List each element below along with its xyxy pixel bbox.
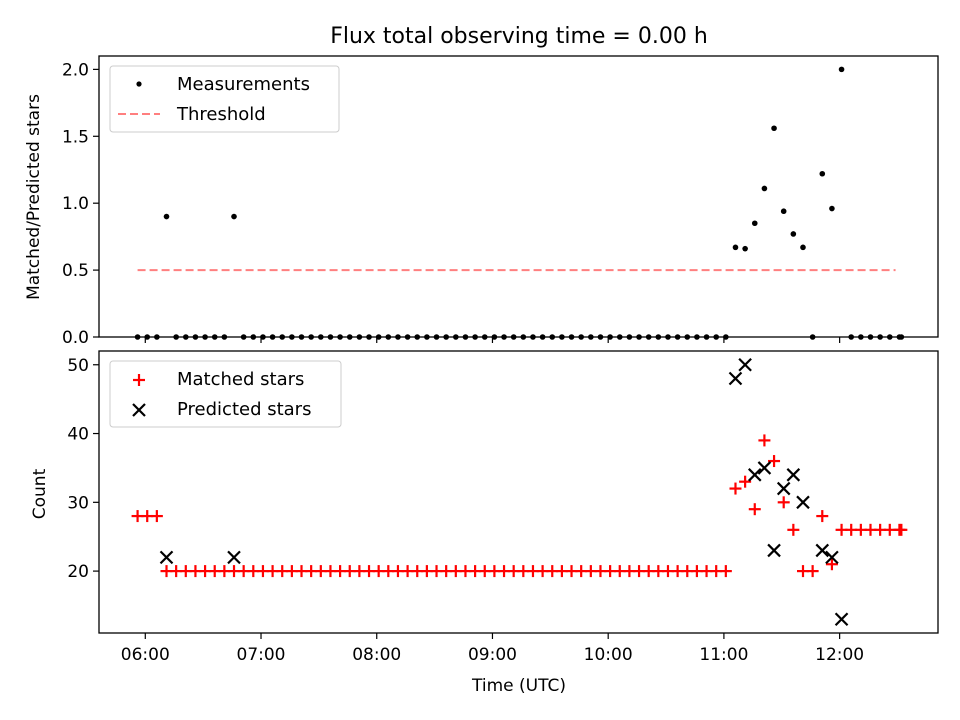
matched-point <box>739 475 752 488</box>
predicted-point <box>776 481 791 496</box>
bottom-y-axis: 20 30 40 50 <box>67 356 99 582</box>
measurement-point <box>790 231 797 237</box>
top-plot-frame <box>98 55 939 338</box>
matched-series <box>131 434 908 578</box>
bottom-panel: 20 30 40 50 06:00 07:00 08:00 09:00 10:00 11:00 1… <box>30 350 939 696</box>
measurement-point <box>771 125 777 132</box>
matched-point <box>768 455 781 468</box>
matched-point <box>816 510 829 523</box>
bottom-plot-frame <box>98 350 939 634</box>
bottom-y-tick-label: 20 <box>67 562 89 582</box>
matched-point <box>787 523 800 536</box>
predicted-point <box>767 543 781 558</box>
top-y-axis: 0.0 0.5 1.0 1.5 2.0 <box>62 60 99 348</box>
top-y-tick-label: 1.5 <box>62 127 89 147</box>
matched-point <box>150 510 163 523</box>
bottom-y-tick-label: 30 <box>67 493 89 513</box>
x-axis-label: Time (UTC) <box>471 676 566 696</box>
legend-matched-label: Matched stars <box>177 369 304 390</box>
predicted-point <box>728 371 743 386</box>
top-legend-box <box>109 65 340 133</box>
predicted-point <box>786 468 801 482</box>
bottom-y-axis-label: Count <box>30 468 50 519</box>
measurement-point <box>838 66 845 73</box>
predicted-point <box>834 612 849 627</box>
legend-measurement-marker <box>136 81 142 87</box>
matched-point <box>748 503 761 516</box>
bottom-x-tick-label: 07:00 <box>237 645 286 665</box>
top-y-tick-label: 2.0 <box>62 60 89 80</box>
top-y-tick-label: 1.0 <box>62 194 89 214</box>
predicted-point <box>796 495 810 510</box>
top-panel: 0.00.51.01.52.0 Matched/Predicted stars … <box>24 55 939 348</box>
matched-point <box>758 434 771 447</box>
predicted-point <box>227 550 241 565</box>
top-y-tick-label: 0.0 <box>62 328 89 348</box>
legend-predicted-label: Predicted stars <box>177 399 311 420</box>
legend-predicted-marker <box>132 403 146 417</box>
measurement-point <box>819 170 826 177</box>
bottom-x-tick-label: 09:00 <box>468 645 517 665</box>
bottom-x-axis: 06:00 07:00 08:00 09:00 10:00 11:00 12:00 <box>121 633 864 665</box>
bottom-y-tick-label: 50 <box>67 356 89 376</box>
matched-point <box>719 565 732 578</box>
bottom-x-tick-label: 08:00 <box>352 645 401 665</box>
matched-point <box>895 523 908 536</box>
measurement-point <box>231 213 237 220</box>
matched-point <box>729 482 742 495</box>
bottom-x-tick-label: 11:00 <box>699 645 748 665</box>
matched-point <box>777 496 790 509</box>
measurement-point <box>751 220 758 227</box>
predicted-point <box>747 468 762 482</box>
chart-title: Flux total observing time = 0.00 h <box>330 24 708 49</box>
measurement-point <box>742 245 748 252</box>
measurement-point <box>829 205 835 212</box>
measurement-point <box>800 244 806 251</box>
predicted-point <box>825 550 839 565</box>
top-legend: Measurements Threshold <box>109 65 340 133</box>
measurement-point <box>761 185 768 192</box>
measurement-point <box>163 213 170 220</box>
measurement-point <box>732 244 739 251</box>
top-x-axis <box>144 337 841 343</box>
bottom-x-tick-label: 06:00 <box>121 645 170 665</box>
legend-threshold-label: Threshold <box>176 104 266 125</box>
bottom-legend-box <box>109 360 342 428</box>
predicted-point <box>815 543 830 558</box>
predicted-point <box>159 550 174 565</box>
predicted-point <box>757 461 772 475</box>
predicted-series <box>159 357 849 627</box>
legend-matched-marker <box>133 374 145 386</box>
bottom-x-tick-label: 10:00 <box>584 645 633 665</box>
bottom-y-tick-label: 40 <box>67 425 89 445</box>
top-y-axis-label: Matched/Predicted stars <box>24 94 44 300</box>
matched-point <box>825 558 838 571</box>
bottom-x-tick-label: 12:00 <box>815 645 864 665</box>
legend-measurements-label: Measurements <box>177 74 310 95</box>
top-y-tick-label: 0.5 <box>62 261 89 281</box>
matched-point <box>806 565 819 578</box>
bottom-legend: Matched stars Predicted stars <box>109 360 342 428</box>
measurement-point <box>780 208 787 215</box>
predicted-point <box>738 357 752 372</box>
